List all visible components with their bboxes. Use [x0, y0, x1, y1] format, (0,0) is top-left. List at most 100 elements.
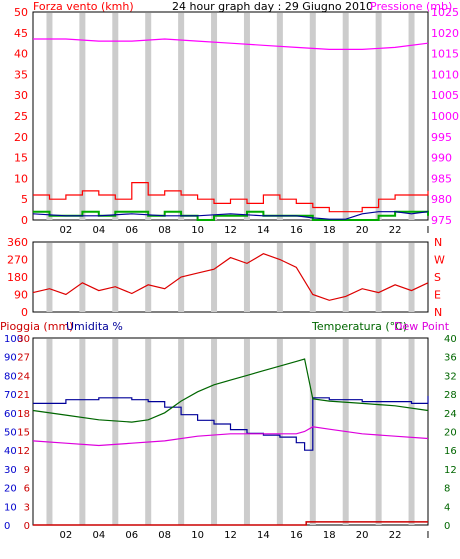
wind-direction-plot-area [32, 241, 429, 313]
hour-tick-label: 20 [356, 225, 369, 236]
dewpoint-axis-title: Dew Point [394, 320, 450, 333]
direction-degree-tick-label: 0 [21, 306, 28, 319]
hour-grid-band [375, 243, 382, 312]
hour-grid-band [178, 13, 185, 220]
wind-speed-series-line [33, 182, 429, 213]
wind-pressure-plot-area [32, 11, 429, 221]
pressure-tick-label: 1000 [431, 110, 459, 123]
humidity-axis-title: Umidita % [66, 320, 123, 333]
temperature-tick-label: 8 [444, 484, 450, 495]
rain-tick-label: 24 [17, 371, 30, 382]
humidity-tick-label: 0 [4, 521, 10, 532]
rain-tick-label: 3 [24, 502, 30, 513]
hour-grid-band [408, 243, 415, 312]
hour-tick-label: 08 [158, 225, 171, 236]
dewpoint-series-line [32, 426, 429, 447]
direction-degree-tick-label: 90 [14, 289, 28, 302]
pressure-tick-label: 985 [431, 172, 452, 185]
pressure-axis-title: Pressione (mb) [370, 0, 452, 13]
hour-grid-band [112, 243, 119, 312]
temperature-tick-label: 32 [444, 371, 457, 382]
hour-grid-band [375, 13, 382, 220]
wind-speed-tick-label: 15 [14, 152, 28, 165]
hour-grid-band [178, 339, 185, 525]
rain-tick-label: 27 [17, 353, 30, 364]
rain-axis-title: Pioggia (mm) [0, 320, 73, 333]
humidity-tick-label: 90 [4, 353, 17, 364]
temperature-series-line [32, 358, 429, 423]
hour-tick-label: 06 [125, 530, 138, 541]
gust-series-line [33, 210, 429, 221]
hour-grid-band [309, 243, 316, 312]
hour-tick-label: 12 [224, 530, 237, 541]
hour-tick-label: 14 [257, 225, 270, 236]
temperature-tick-label: 20 [444, 428, 457, 439]
hour-grid-band [276, 13, 283, 220]
humidity-tick-label: 30 [4, 465, 17, 476]
wind-speed-tick-label: 10 [14, 172, 28, 185]
hour-grid-band [79, 13, 86, 220]
hour-grid-band [46, 243, 53, 312]
chart-title: 24 hour graph day : 29 Giugno 2010 [172, 0, 373, 13]
wind-speed-tick-label: 0 [21, 214, 28, 227]
compass-point-tick-label: W [434, 254, 445, 267]
hour-tick-label: 22 [389, 530, 402, 541]
humidity-tick-label: 50 [4, 428, 17, 439]
humidity-tick-label: 10 [4, 502, 17, 513]
humidity-series-line [33, 396, 429, 451]
hour-grid-band [79, 339, 86, 525]
rain-tick-label: 21 [17, 390, 30, 401]
hour-tick-label: 02 [60, 530, 73, 541]
hour-grid-band [145, 339, 152, 525]
temperature-axis-title: Temperatura (°C) [311, 320, 407, 333]
pressure-tick-label: 975 [431, 214, 452, 227]
wind-speed-tick-label: 25 [14, 110, 28, 123]
pressure-tick-label: 1015 [431, 48, 459, 61]
pressure-tick-label: 990 [431, 152, 452, 165]
hour-grid-band [211, 13, 218, 220]
humidity-tick-label: 20 [4, 484, 17, 495]
wind-axis-title: Forza vento (kmh) [33, 0, 134, 13]
pressure-tick-label: 980 [431, 193, 452, 206]
temperature-tick-label: 40 [444, 334, 457, 345]
compass-point-tick-label: N [434, 236, 442, 249]
hour-tick-label: I [427, 225, 430, 236]
hour-grid-band [211, 339, 218, 525]
hour-grid-band [112, 13, 119, 220]
humidity-tick-label: 60 [4, 409, 17, 420]
hour-grid-band [276, 243, 283, 312]
hour-tick-label: 14 [257, 530, 270, 541]
hour-tick-label: 02 [60, 225, 73, 236]
direction-degree-tick-label: 180 [7, 271, 28, 284]
hour-tick-label: 10 [191, 225, 204, 236]
hour-tick-label: 04 [92, 225, 105, 236]
pressure-tick-label: 1005 [431, 89, 459, 102]
wind-direction-series-line [32, 253, 429, 301]
rain-tick-label: 30 [17, 334, 30, 345]
hour-grid-band [276, 339, 283, 525]
temperature-tick-label: 12 [444, 465, 457, 476]
direction-degree-tick-label: 360 [7, 236, 28, 249]
pressure-tick-label: 1025 [431, 6, 459, 19]
temperature-tick-label: 0 [444, 521, 450, 532]
hour-grid-band [408, 339, 415, 525]
hour-tick-label: I [427, 530, 430, 541]
wind-speed-tick-label: 45 [14, 27, 28, 40]
wind-speed-tick-label: 40 [14, 48, 28, 61]
hour-grid-band [342, 243, 349, 312]
hour-grid-band [243, 13, 250, 220]
hour-grid-band [145, 243, 152, 312]
temperature-tick-label: 36 [444, 353, 457, 364]
hour-grid-band [46, 13, 53, 220]
hour-tick-label: 18 [323, 530, 336, 541]
hour-tick-label: 04 [92, 530, 105, 541]
hour-grid-band [145, 13, 152, 220]
humidity-tick-label: 70 [4, 390, 17, 401]
direction-degree-tick-label: 270 [7, 254, 28, 267]
compass-point-tick-label: S [434, 271, 441, 284]
humidity-tick-label: 100 [4, 334, 23, 345]
wind-speed-tick-label: 50 [14, 6, 28, 19]
hour-tick-label: 20 [356, 530, 369, 541]
